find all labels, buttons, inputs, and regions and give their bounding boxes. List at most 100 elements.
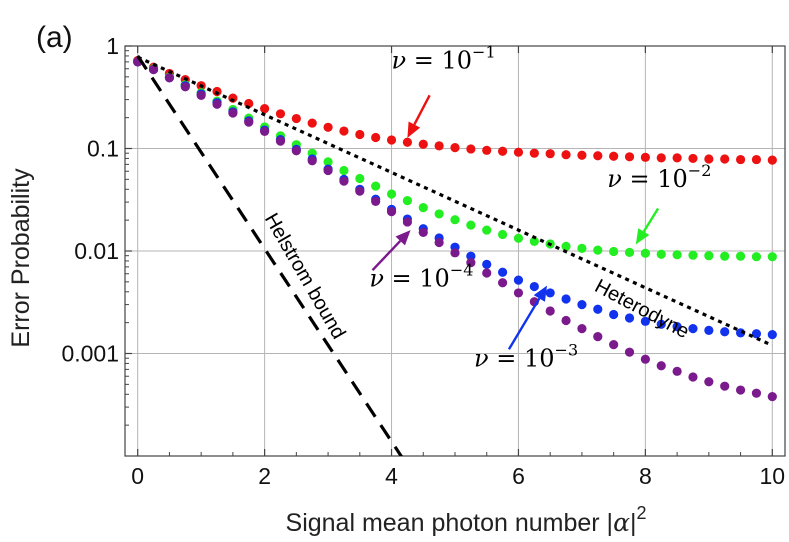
- point-10-10: [291, 146, 301, 156]
- point-10-27: [561, 241, 571, 251]
- point-10-19: [434, 141, 444, 151]
- point-10-40: [767, 329, 777, 340]
- point-10-36: [704, 154, 714, 164]
- exponent: −3: [555, 340, 579, 359]
- point-10-22: [482, 268, 492, 278]
- point-10-31: [624, 347, 635, 357]
- point-10-1: [148, 64, 159, 75]
- point-10-39: [751, 252, 762, 262]
- point-10-30: [609, 340, 619, 350]
- point-10-27: [561, 315, 571, 326]
- point-10-36: [704, 325, 714, 336]
- arrow-shaft-nu-10-minus3: [507, 297, 541, 350]
- point-10-30: [609, 309, 619, 320]
- equals-ten: = 10: [384, 265, 450, 293]
- point-10-23: [497, 146, 508, 156]
- y-axis-ticks: 0.001 0.01 0.1 1: [61, 33, 132, 426]
- point-10-31: [624, 152, 635, 162]
- point-10-30: [609, 246, 619, 257]
- point-10-14: [355, 129, 365, 140]
- point-10-32: [640, 354, 650, 364]
- annotation-label-nu-10-minus4: ν = 10−4: [369, 261, 473, 293]
- point-10-33: [656, 361, 666, 371]
- point-10-24: [513, 275, 524, 285]
- point-10-24: [513, 147, 524, 157]
- nu-symbol: ν: [369, 265, 384, 293]
- point-10-32: [640, 152, 650, 162]
- annotation-nu-10-minus4: ν = 10−4: [369, 230, 473, 293]
- point-10-15: [371, 132, 381, 143]
- equals-ten: = 10: [622, 165, 688, 193]
- point-10-15: [371, 196, 381, 206]
- annotation-nu-10-minus2: ν = 10−2: [607, 161, 712, 245]
- point-10-19: [434, 237, 444, 248]
- point-10-21: [466, 258, 476, 268]
- point-10-37: [720, 154, 730, 164]
- point-10-16: [386, 189, 397, 199]
- equals-ten: = 10: [406, 47, 472, 75]
- y-axis-label: Error Probability: [7, 168, 35, 348]
- nu-symbol: ν: [607, 165, 622, 193]
- arrow-head-nu-10-minus2: [635, 228, 650, 245]
- x-axis-label: Signal mean photon number |α|2: [286, 503, 647, 537]
- point-10-21: [466, 144, 476, 154]
- point-10-29: [593, 151, 603, 161]
- x-tick-label-4: 8: [639, 463, 652, 489]
- point-10-9: [275, 136, 286, 146]
- point-10-40: [767, 391, 777, 402]
- point-10-17: [402, 196, 413, 206]
- point-10-4: [196, 90, 206, 100]
- point-10-35: [688, 250, 698, 260]
- point-10-25: [529, 148, 539, 158]
- point-10-18: [418, 203, 428, 213]
- point-10-30: [609, 151, 619, 161]
- arrow-shaft-nu-10-minus2: [642, 207, 660, 233]
- annotation-label-helstrom-bound: Helstrom bound: [260, 210, 350, 343]
- point-10-33: [656, 249, 666, 259]
- point-10-13: [339, 126, 349, 136]
- exponent: −2: [688, 161, 712, 180]
- x-axis-label-tail: |: [630, 509, 637, 537]
- point-10-36: [704, 251, 714, 261]
- point-10-34: [672, 153, 682, 163]
- point-10-11: [307, 156, 317, 166]
- point-10-38: [735, 251, 746, 261]
- x-tick-label-0: 0: [131, 463, 144, 489]
- x-axis-ticks: 0 2 4 6 8 10: [131, 46, 785, 489]
- point-10-26: [545, 288, 555, 298]
- point-10-35: [688, 372, 698, 382]
- point-10-13: [339, 176, 349, 186]
- point-10-20: [450, 248, 460, 258]
- point-10-39: [751, 154, 762, 165]
- point-10-28: [577, 150, 587, 160]
- point-10-35: [688, 323, 698, 334]
- nu-symbol: ν: [392, 47, 407, 75]
- panel-label: (a): [36, 21, 73, 54]
- point-10-28: [577, 243, 587, 254]
- point-10-20: [450, 215, 460, 225]
- point-10-7: [244, 117, 254, 127]
- x-axis-label-alpha: α: [613, 508, 630, 537]
- point-10-27: [561, 294, 571, 304]
- series-10: [133, 56, 777, 165]
- point-10-33: [656, 319, 666, 329]
- y-tick-label-0: 0.001: [61, 341, 119, 367]
- point-10-29: [593, 304, 603, 314]
- point-10-9: [275, 109, 286, 119]
- exponent: −4: [450, 261, 474, 280]
- point-10-22: [482, 145, 492, 155]
- point-10-18: [418, 227, 428, 237]
- point-10-14: [355, 186, 365, 196]
- point-10-26: [545, 306, 555, 316]
- x-tick-label-1: 2: [258, 463, 271, 489]
- point-10-2: [164, 73, 175, 83]
- point-10-24: [513, 288, 524, 298]
- exponent: −1: [472, 43, 496, 62]
- point-10-40: [767, 155, 777, 165]
- arrow-head-nu-10-minus1: [407, 121, 421, 138]
- point-10-19: [434, 209, 444, 219]
- line-helstrom-bound: [136, 55, 404, 456]
- arrow-shaft-nu-10-minus4: [371, 240, 402, 272]
- point-10-34: [672, 366, 682, 376]
